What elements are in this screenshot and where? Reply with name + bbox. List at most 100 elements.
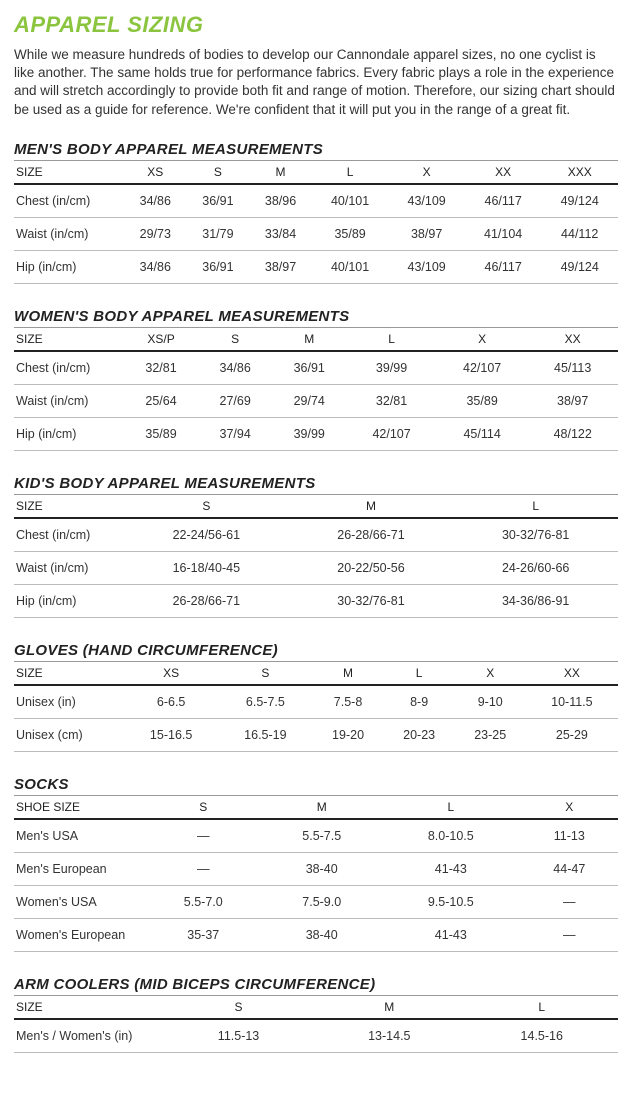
cell: 46/117 xyxy=(465,250,542,283)
cell: — xyxy=(144,852,262,885)
cell: 38-40 xyxy=(262,918,380,951)
row-label: Hip (in/cm) xyxy=(14,417,124,450)
column-header: XX xyxy=(527,327,618,351)
cell: 32/81 xyxy=(124,351,198,385)
cell: 38-40 xyxy=(262,852,380,885)
table-row: Hip (in/cm)35/8937/9439/9942/10745/11448… xyxy=(14,417,618,450)
cell: 34/86 xyxy=(198,351,272,385)
cell: 41-43 xyxy=(381,852,521,885)
cell: 35/89 xyxy=(437,384,528,417)
column-header: M xyxy=(272,327,346,351)
column-header: M xyxy=(289,494,454,518)
table-row: Men's European—38-4041-4344-47 xyxy=(14,852,618,885)
cell: 13-14.5 xyxy=(313,1019,465,1053)
cell: 38/96 xyxy=(249,184,312,218)
cell: 8.0-10.5 xyxy=(381,819,521,853)
cell: 45/113 xyxy=(527,351,618,385)
cell: 6.5-7.5 xyxy=(218,685,312,719)
column-header: X xyxy=(388,160,465,184)
cell: 20-22/50-56 xyxy=(289,551,454,584)
sizing-table: SIZESMLMen's / Women's (in)11.5-1313-14.… xyxy=(14,995,618,1053)
cell: 39/99 xyxy=(346,351,437,385)
cell: 38/97 xyxy=(527,384,618,417)
cell: 8-9 xyxy=(384,685,455,719)
column-header: XXX xyxy=(541,160,618,184)
row-label: Chest (in/cm) xyxy=(14,518,124,552)
cell: 26-28/66-71 xyxy=(124,584,289,617)
cell: 38/97 xyxy=(249,250,312,283)
cell: 16-18/40-45 xyxy=(124,551,289,584)
cell: 48/122 xyxy=(527,417,618,450)
section-title: MEN'S BODY APPAREL MEASUREMENTS xyxy=(14,141,618,158)
cell: 35/89 xyxy=(312,217,389,250)
table-row: Waist (in/cm)16-18/40-4520-22/50-5624-26… xyxy=(14,551,618,584)
table-row: Women's USA5.5-7.07.5-9.09.5-10.5— xyxy=(14,885,618,918)
cell: 35/89 xyxy=(124,417,198,450)
column-header: XX xyxy=(465,160,542,184)
page-title: APPAREL SIZING xyxy=(14,12,618,38)
sizing-table: SIZEXS/PSMLXXXChest (in/cm)32/8134/8636/… xyxy=(14,327,618,451)
section-title: ARM COOLERS (MID BICEPS CIRCUMFERENCE) xyxy=(14,976,618,993)
cell: 5.5-7.0 xyxy=(144,885,262,918)
cell: 45/114 xyxy=(437,417,528,450)
cell: 23-25 xyxy=(455,718,526,751)
column-header: X xyxy=(437,327,528,351)
cell: 9-10 xyxy=(455,685,526,719)
cell: 19-20 xyxy=(313,718,384,751)
cell: 46/117 xyxy=(465,184,542,218)
column-header: L xyxy=(381,795,521,819)
cell: 11.5-13 xyxy=(164,1019,313,1053)
table-row: Hip (in/cm)26-28/66-7130-32/76-8134-36/8… xyxy=(14,584,618,617)
cell: 49/124 xyxy=(541,250,618,283)
column-header-label: SIZE xyxy=(14,494,124,518)
cell: 29/74 xyxy=(272,384,346,417)
row-label: Women's USA xyxy=(14,885,144,918)
cell: 41/104 xyxy=(465,217,542,250)
row-label: Hip (in/cm) xyxy=(14,250,124,283)
column-header: S xyxy=(144,795,262,819)
cell: 34/86 xyxy=(124,184,187,218)
row-label: Men's / Women's (in) xyxy=(14,1019,164,1053)
table-row: Men's USA—5.5-7.58.0-10.511-13 xyxy=(14,819,618,853)
cell: 5.5-7.5 xyxy=(262,819,380,853)
column-header: L xyxy=(312,160,389,184)
sizing-table: SIZEXSSMLXXXXXXChest (in/cm)34/8636/9138… xyxy=(14,160,618,284)
row-label: Chest (in/cm) xyxy=(14,351,124,385)
cell: 29/73 xyxy=(124,217,187,250)
cell: 6-6.5 xyxy=(124,685,218,719)
table-row: Unisex (cm)15-16.516.5-1919-2020-2323-25… xyxy=(14,718,618,751)
cell: 43/109 xyxy=(388,250,465,283)
cell: 7.5-9.0 xyxy=(262,885,380,918)
section-title: WOMEN'S BODY APPAREL MEASUREMENTS xyxy=(14,308,618,325)
cell: 37/94 xyxy=(198,417,272,450)
column-header-label: SIZE xyxy=(14,995,164,1019)
column-header: L xyxy=(466,995,618,1019)
section-title: GLOVES (HAND CIRCUMFERENCE) xyxy=(14,642,618,659)
row-label: Waist (in/cm) xyxy=(14,384,124,417)
cell: 39/99 xyxy=(272,417,346,450)
cell: 22-24/56-61 xyxy=(124,518,289,552)
cell: — xyxy=(144,819,262,853)
cell: 44-47 xyxy=(521,852,618,885)
cell: — xyxy=(521,885,618,918)
column-header: L xyxy=(384,661,455,685)
column-header: M xyxy=(249,160,312,184)
cell: 9.5-10.5 xyxy=(381,885,521,918)
cell: 33/84 xyxy=(249,217,312,250)
column-header: XS xyxy=(124,160,187,184)
column-header: S xyxy=(164,995,313,1019)
column-header: S xyxy=(198,327,272,351)
table-row: Hip (in/cm)34/8636/9138/9740/10143/10946… xyxy=(14,250,618,283)
column-header: X xyxy=(521,795,618,819)
section-title: SOCKS xyxy=(14,776,618,793)
cell: 36/91 xyxy=(272,351,346,385)
row-label: Men's European xyxy=(14,852,144,885)
cell: 10-11.5 xyxy=(526,685,618,719)
row-label: Waist (in/cm) xyxy=(14,217,124,250)
row-label: Women's European xyxy=(14,918,144,951)
sizing-table: SIZEXSSMLXXXUnisex (in)6-6.56.5-7.57.5-8… xyxy=(14,661,618,752)
cell: 36/91 xyxy=(187,184,250,218)
cell: 30-32/76-81 xyxy=(453,518,618,552)
section-title: KID'S BODY APPAREL MEASUREMENTS xyxy=(14,475,618,492)
column-header: L xyxy=(346,327,437,351)
